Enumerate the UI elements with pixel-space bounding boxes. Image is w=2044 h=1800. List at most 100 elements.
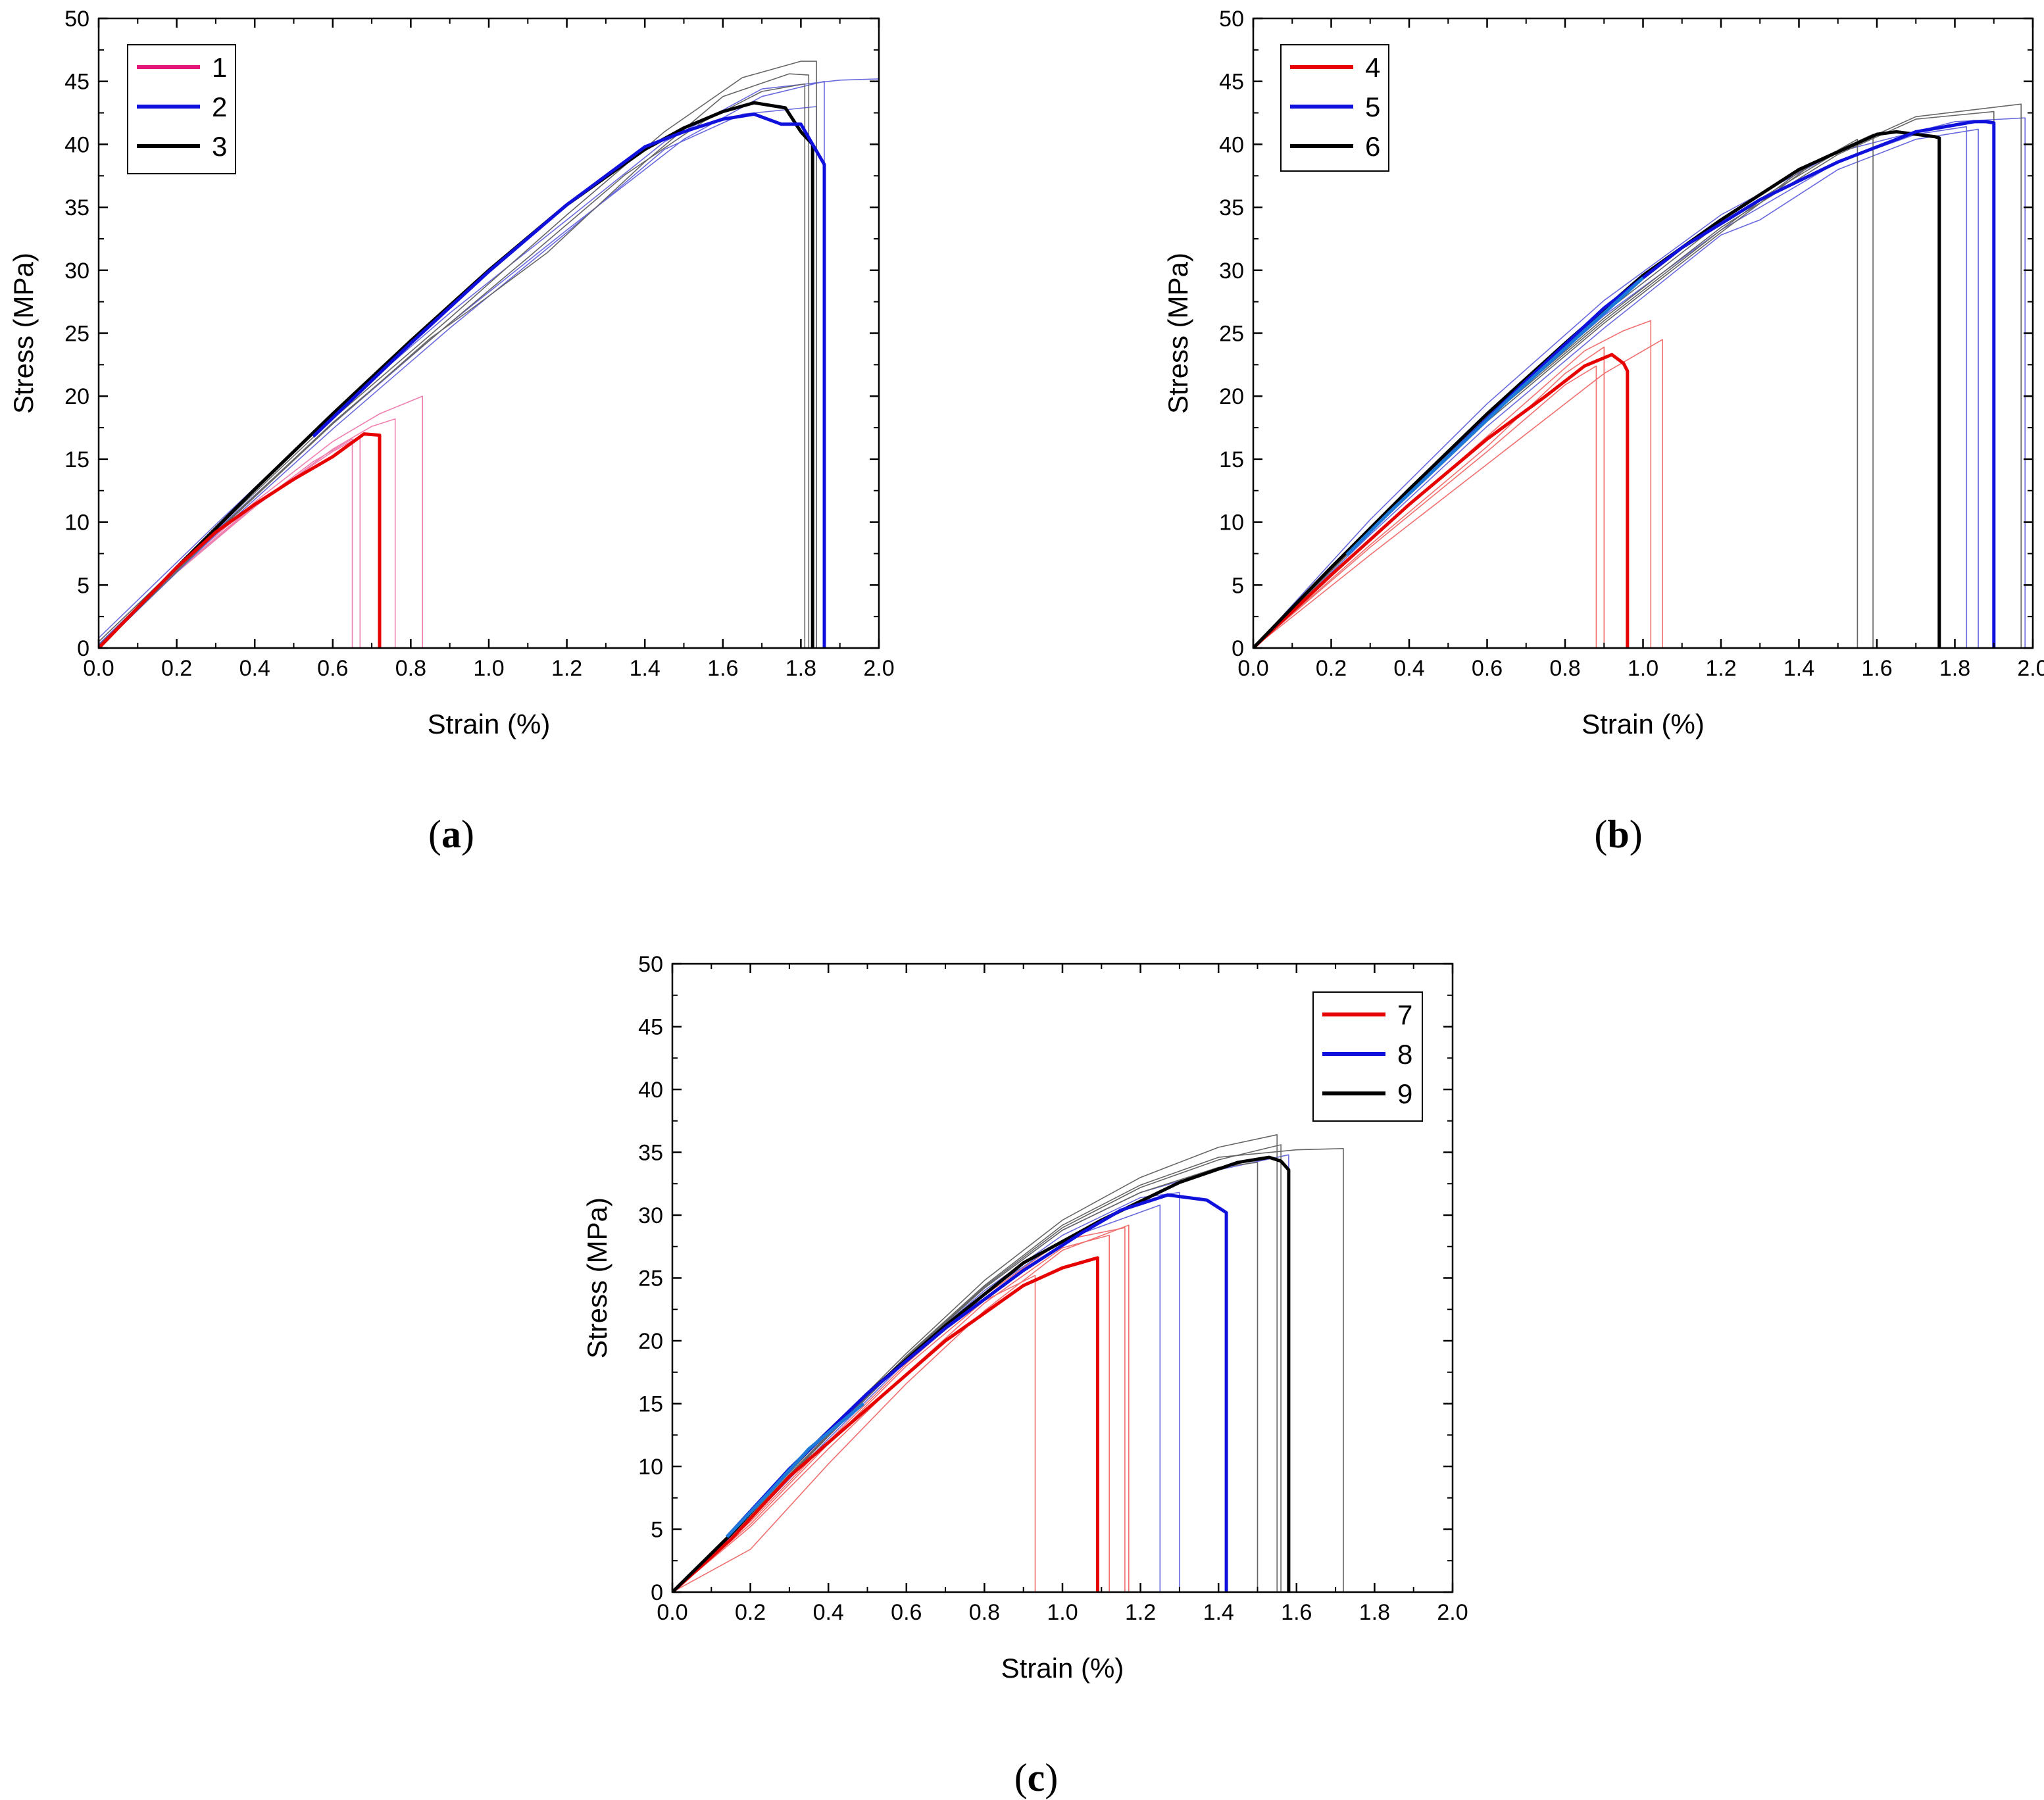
series-line-c-5 [672,1204,1161,1592]
series-line-b-11 [1253,353,1630,648]
series-line-a-3 [99,436,361,648]
x-tick-label-a-3: 0.6 [317,656,348,681]
x-tick-label-a-0: 0.0 [83,656,114,681]
x-tick-label-a-5: 1.0 [473,656,504,681]
series-line-a-12 [99,432,382,648]
series-line-a-6 [99,106,817,648]
x-axis-title-c: Strain (%) [1001,1653,1124,1684]
x-tick-label-a-6: 1.2 [551,656,582,681]
legend-b: 4 5 6 [1280,44,1389,172]
x-tick-label-a-2: 0.4 [239,656,270,681]
x-tick-label-c-7: 1.4 [1203,1600,1234,1625]
chart-panel-c: 0.0 0.2 0.4 0.6 0.8 1.0 1.2 1.4 1.6 1.8 2.0 0 5 10 15 2… [582,952,1468,1684]
y-tick-label-a-9: 45 [64,70,89,95]
series-line-c-11 [672,1256,1099,1592]
y-tick-label-a-0: 0 [77,636,89,661]
chart-panel-a: 0.0 0.2 0.4 0.6 0.8 1.0 1.2 1.4 1.6 1.8 2.0 0 5 10 15 2… [8,7,895,739]
series-line-a-1 [99,418,396,648]
panel-label-a: (a) [428,813,474,856]
y-tick-label-a-2: 10 [64,511,89,536]
x-tick-label-a-1: 0.2 [161,656,192,681]
series-line-c-3 [672,1227,1126,1592]
x-tick-label-c-6: 1.2 [1125,1600,1156,1625]
x-tick-label-c-2: 0.4 [813,1600,844,1625]
x-tick-label-b-5: 1.0 [1628,656,1658,681]
y-tick-label-c-0: 0 [651,1580,663,1605]
x-tick-label-c-10: 2.0 [1437,1600,1468,1625]
y-tick-label-b-9: 45 [1219,70,1244,95]
series-line-b-6 [1253,126,1968,648]
series-line-c-13 [726,1193,1228,1592]
y-tick-label-c-6: 30 [638,1203,663,1228]
series-line-a-11 [312,113,826,648]
x-tick-label-b-9: 1.8 [1939,656,1970,681]
y-tick-label-c-9: 45 [638,1015,663,1040]
series-line-a-10 [99,101,814,648]
y-tick-label-a-3: 15 [64,447,89,472]
series-line-c-6 [672,1154,1289,1592]
x-tick-label-b-4: 0.8 [1549,656,1580,681]
y-tick-label-c-8: 40 [638,1078,663,1103]
series-group-c [672,1134,1344,1592]
y-tick-label-a-4: 20 [64,384,89,409]
series-line-b-7 [1253,103,2022,648]
x-tick-label-b-0: 0.0 [1237,656,1268,681]
series-line-c-7 [672,1134,1278,1592]
series-line-c-14 [726,1402,865,1538]
y-axis-title-c: Stress (MPa) [582,1197,612,1359]
x-tick-label-b-8: 1.6 [1861,656,1892,681]
series-line-b-1 [1253,320,1652,648]
series-group-b [1253,103,2026,648]
x-tick-label-a-8: 1.6 [707,656,738,681]
x-tick-label-a-7: 1.4 [630,656,661,681]
x-tick-label-c-3: 0.6 [891,1600,922,1625]
legend-label-b-1: 5 [1365,91,1380,122]
y-tick-label-c-1: 5 [651,1518,663,1543]
y-tick-label-c-4: 20 [638,1329,663,1354]
x-axis-title-a: Strain (%) [428,709,551,739]
y-tick-label-b-0: 0 [1232,636,1244,661]
legend-a: 1 2 3 [127,44,236,174]
series-line-a-8 [99,73,810,648]
y-tick-label-a-6: 30 [64,259,89,284]
series-line-c-10 [672,1144,1282,1592]
series-line-b-0 [1253,339,1663,648]
x-tick-label-c-5: 1.0 [1047,1600,1078,1625]
legend-label-a-1: 2 [212,91,227,122]
series-line-b-10 [1253,111,1995,648]
y-tick-label-b-8: 40 [1219,132,1244,157]
y-tick-label-c-5: 25 [638,1266,663,1291]
x-tick-label-c-8: 1.6 [1281,1600,1312,1625]
x-tick-label-a-9: 1.8 [785,656,816,681]
y-tick-label-b-5: 25 [1219,322,1244,347]
y-tick-label-a-8: 40 [64,132,89,157]
series-line-c-1 [672,1234,1110,1592]
legend-label-b-0: 4 [1365,52,1380,83]
y-tick-label-b-6: 30 [1219,259,1244,284]
legend-label-c-1: 8 [1397,1039,1412,1070]
legend-label-a-2: 3 [212,131,227,162]
series-line-c-0 [672,1224,1130,1592]
x-tick-label-a-4: 0.8 [395,656,426,681]
y-tick-label-b-7: 35 [1219,195,1244,220]
x-tick-label-c-0: 0.0 [657,1600,687,1625]
chart-panel-b: 0.0 0.2 0.4 0.6 0.8 1.0 1.2 1.4 1.6 1.8 2.0 0 5 10 15 2… [1162,7,2044,739]
series-line-b-4 [1253,117,2026,648]
series-line-b-9 [1253,134,1874,648]
y-tick-label-b-10: 50 [1219,7,1244,32]
legend-c: 7 8 9 [1312,991,1423,1122]
x-tick-label-a-10: 2.0 [863,656,894,681]
legend-label-c-2: 9 [1397,1078,1412,1109]
series-line-c-2 [672,1274,1036,1592]
panel-label-b: (b) [1594,813,1642,856]
y-tick-label-a-7: 35 [64,195,89,220]
series-line-b-13 [1447,120,1996,648]
legend-label-c-0: 7 [1397,999,1412,1030]
x-tick-label-c-9: 1.8 [1359,1600,1390,1625]
series-line-b-14 [1345,276,1645,557]
y-axis-title-b: Stress (MPa) [1162,253,1193,414]
x-tick-label-c-1: 0.2 [735,1600,766,1625]
x-axis-title-b: Strain (%) [1582,709,1705,739]
y-tick-label-b-1: 5 [1232,573,1244,598]
